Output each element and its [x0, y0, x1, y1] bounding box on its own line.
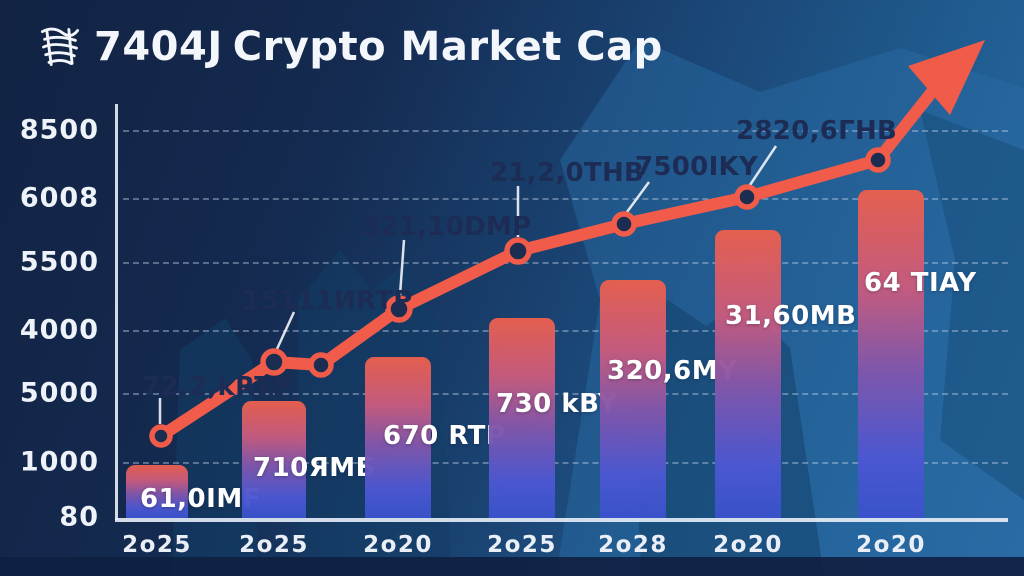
trend-arrow-head — [908, 40, 985, 115]
y-axis-line — [115, 104, 118, 520]
bar — [715, 230, 781, 518]
line-point-label: 321,10DMP — [362, 212, 532, 242]
scribble-icon — [40, 27, 80, 67]
line-marker — [734, 184, 760, 210]
x-axis-tick-label: 2o25 — [487, 532, 557, 558]
bar-value-label: 710ЯMБ — [253, 453, 376, 483]
title-main: Crypto Market Cap — [232, 24, 663, 70]
y-axis-tick-label: 8500 — [19, 114, 99, 146]
bar-value-label: 31,60MB — [725, 301, 857, 331]
bar-value-label: 61,0IMF — [140, 484, 261, 514]
line-marker — [504, 237, 532, 265]
y-axis-tick-label: 5000 — [19, 377, 99, 409]
x-axis-tick-label: 2o25 — [122, 532, 192, 558]
y-axis-tick-label: 5500 — [19, 246, 99, 278]
line-point-label: 72,2,kRTP — [142, 372, 292, 402]
line-point-label: 15111ИRTP — [242, 286, 413, 316]
y-axis-tick-label: 6008 — [19, 182, 99, 214]
y-axis-tick-label: 4000 — [19, 314, 99, 346]
x-axis-tick-label: 2o25 — [239, 532, 309, 558]
page-title: 7404J Crypto Market Cap — [38, 24, 663, 70]
line-point-label: 7500IKY — [635, 152, 759, 182]
line-marker — [865, 147, 891, 173]
x-axis-line — [115, 518, 1008, 522]
title-prefix: 7404J — [94, 24, 223, 70]
line-point-label: 21,2,0THB — [490, 158, 645, 188]
x-axis-tick-label: 2o20 — [363, 532, 433, 558]
x-axis-tick-label: 2o28 — [598, 532, 668, 558]
x-axis-tick-label: 2o20 — [713, 532, 783, 558]
y-axis-tick-label: 80 — [59, 501, 99, 533]
line-marker — [260, 348, 288, 376]
title-text: 7404J Crypto Market Cap — [94, 24, 663, 70]
y-axis-tick-label: 1000 — [19, 446, 99, 478]
x-axis-tick-label: 2o20 — [856, 532, 926, 558]
bar — [126, 465, 188, 518]
line-marker — [149, 424, 173, 448]
bar-value-label: 64 TIAY — [864, 268, 977, 298]
line-marker — [611, 211, 637, 237]
line-point-label: 2820,6ГHB — [736, 116, 898, 146]
grid-line — [123, 462, 1008, 464]
bar-value-label: 670 RTP — [383, 421, 506, 451]
bar — [600, 280, 666, 518]
bottom-band — [0, 557, 1024, 576]
line-marker — [308, 352, 334, 378]
bar — [858, 190, 924, 518]
